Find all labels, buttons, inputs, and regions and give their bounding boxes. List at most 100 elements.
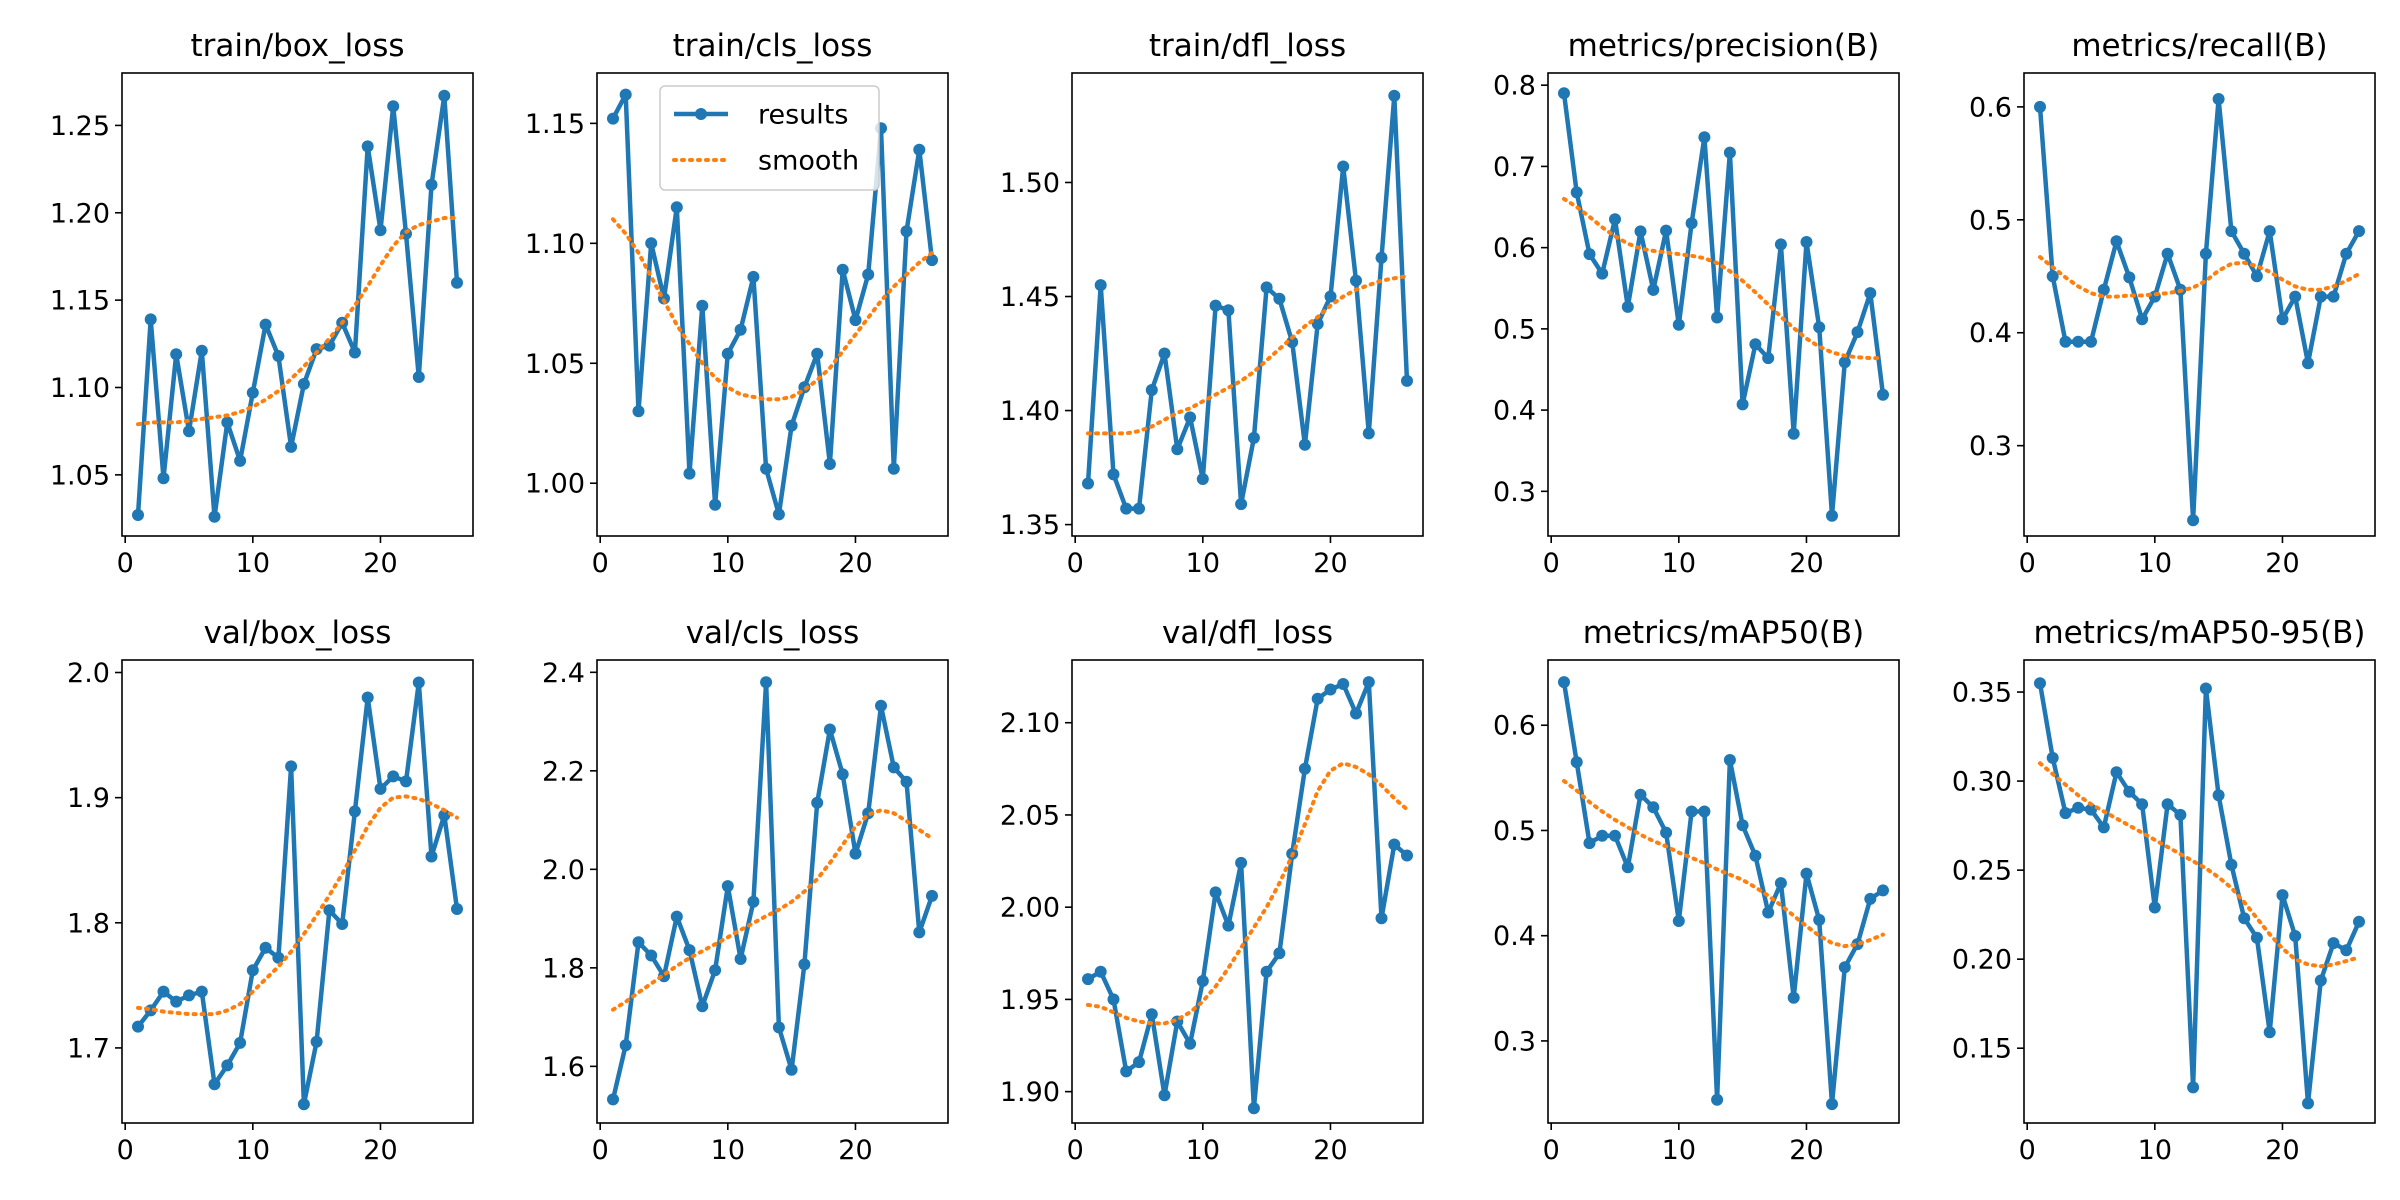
- data-point: [747, 270, 760, 283]
- data-point: [2161, 798, 2174, 811]
- data-point: [1660, 224, 1673, 237]
- data-point: [1660, 826, 1673, 839]
- data-point: [310, 1035, 323, 1048]
- axes-frame: [1071, 659, 1424, 1124]
- x-tick-label: 20: [2265, 1135, 2299, 1166]
- data-point: [259, 941, 272, 954]
- data-point: [823, 723, 836, 736]
- data-point: [926, 254, 938, 267]
- data-point: [1583, 837, 1596, 850]
- chart-title: train/cls_loss: [673, 28, 873, 64]
- y-tick-label: 2.00: [1000, 893, 1060, 924]
- data-point: [1838, 961, 1851, 974]
- y-tick-label: 1.20: [50, 198, 110, 229]
- chart-title: metrics/precision(B): [1568, 28, 1880, 64]
- y-tick-label: 1.40: [1000, 396, 1060, 427]
- series-line-results: [1561, 93, 1886, 518]
- data-point: [1711, 311, 1724, 324]
- x-tick-label: 10: [1662, 548, 1696, 579]
- axes-frame: [121, 659, 474, 1124]
- data-point: [1196, 473, 1209, 485]
- data-point: [1583, 248, 1596, 261]
- panel-metrics-map50-b: metrics/mAP50(B) 0 10 20 0.3 0.4 0.5 0.6: [1493, 615, 1900, 1166]
- data-point: [1647, 801, 1660, 814]
- data-point: [2046, 751, 2059, 764]
- y-tick-label: 0.5: [1493, 816, 1536, 847]
- chart-title: train/box_loss: [190, 28, 404, 64]
- data-point: [1401, 849, 1413, 862]
- data-point: [1609, 213, 1621, 226]
- data-point: [2212, 789, 2225, 802]
- data-point: [1120, 1065, 1133, 1078]
- chart-title: val/box_loss: [204, 615, 392, 651]
- plot-area: [132, 676, 463, 1111]
- data-point: [1235, 498, 1248, 511]
- data-point: [887, 761, 900, 774]
- data-point: [696, 1000, 709, 1013]
- y-tick-label: 1.95: [1000, 985, 1060, 1016]
- data-point: [772, 1021, 785, 1034]
- data-point: [1247, 1102, 1260, 1115]
- legend-marker-results: [695, 108, 707, 120]
- y-tick-label: 0.20: [1952, 945, 2012, 976]
- series-line-results: [610, 679, 935, 1100]
- y-tick-label: 0.3: [1969, 431, 2012, 462]
- data-point: [1158, 347, 1171, 360]
- data-point: [2353, 915, 2365, 928]
- plot-area: [132, 89, 463, 523]
- data-point: [1094, 965, 1107, 978]
- y-tick-label: 2.0: [67, 658, 110, 689]
- data-point: [2314, 974, 2327, 987]
- data-point: [2327, 937, 2340, 950]
- data-point: [926, 889, 938, 902]
- data-point: [2072, 801, 2085, 814]
- data-point: [1621, 861, 1634, 874]
- data-point: [2353, 225, 2365, 238]
- data-point: [323, 904, 336, 917]
- data-point: [2263, 1026, 2276, 1039]
- data-point: [1813, 321, 1826, 334]
- data-point: [1107, 993, 1120, 1006]
- data-point: [425, 178, 438, 191]
- plot-area: [1558, 676, 1889, 1111]
- data-point: [1324, 683, 1337, 696]
- data-point: [1762, 352, 1775, 365]
- data-point: [297, 378, 310, 390]
- axes-frame: [2023, 72, 2376, 537]
- data-point: [670, 201, 683, 214]
- axes-frame: [1547, 659, 1900, 1124]
- data-point: [1621, 300, 1634, 313]
- y-tick-label: 0.6: [1969, 92, 2012, 123]
- series-line-results: [1086, 679, 1409, 1111]
- data-point: [1350, 274, 1362, 287]
- data-point: [2085, 335, 2097, 348]
- y-tick-label: 1.50: [1000, 168, 1060, 199]
- data-point: [1145, 384, 1158, 396]
- data-point: [1851, 326, 1864, 339]
- data-point: [721, 347, 734, 360]
- data-point: [1133, 502, 1145, 515]
- data-point: [2123, 271, 2136, 284]
- data-point: [1864, 287, 1877, 300]
- data-point: [1800, 867, 1813, 880]
- data-point: [246, 386, 259, 399]
- data-point: [1558, 87, 1570, 100]
- plot-area: [1082, 676, 1413, 1115]
- data-point: [760, 676, 773, 689]
- data-point: [1570, 756, 1583, 769]
- data-point: [157, 985, 170, 998]
- data-point: [361, 691, 374, 704]
- x-tick-label: 10: [236, 548, 270, 579]
- data-point: [709, 964, 722, 977]
- data-point: [400, 775, 412, 788]
- x-tick-label: 0: [117, 548, 134, 579]
- series-line-results: [2037, 96, 2361, 523]
- data-point: [1749, 849, 1762, 862]
- axes-frame: [2023, 659, 2376, 1124]
- panel-val-cls-loss: val/cls_loss 0 10 20 1.6 1.8 2.0 2.2 2.4: [542, 615, 949, 1166]
- x-tick-label: 20: [1313, 1135, 1347, 1166]
- data-point: [438, 89, 451, 102]
- data-point: [2123, 785, 2136, 798]
- data-point: [1286, 336, 1299, 349]
- data-point: [1311, 692, 1324, 705]
